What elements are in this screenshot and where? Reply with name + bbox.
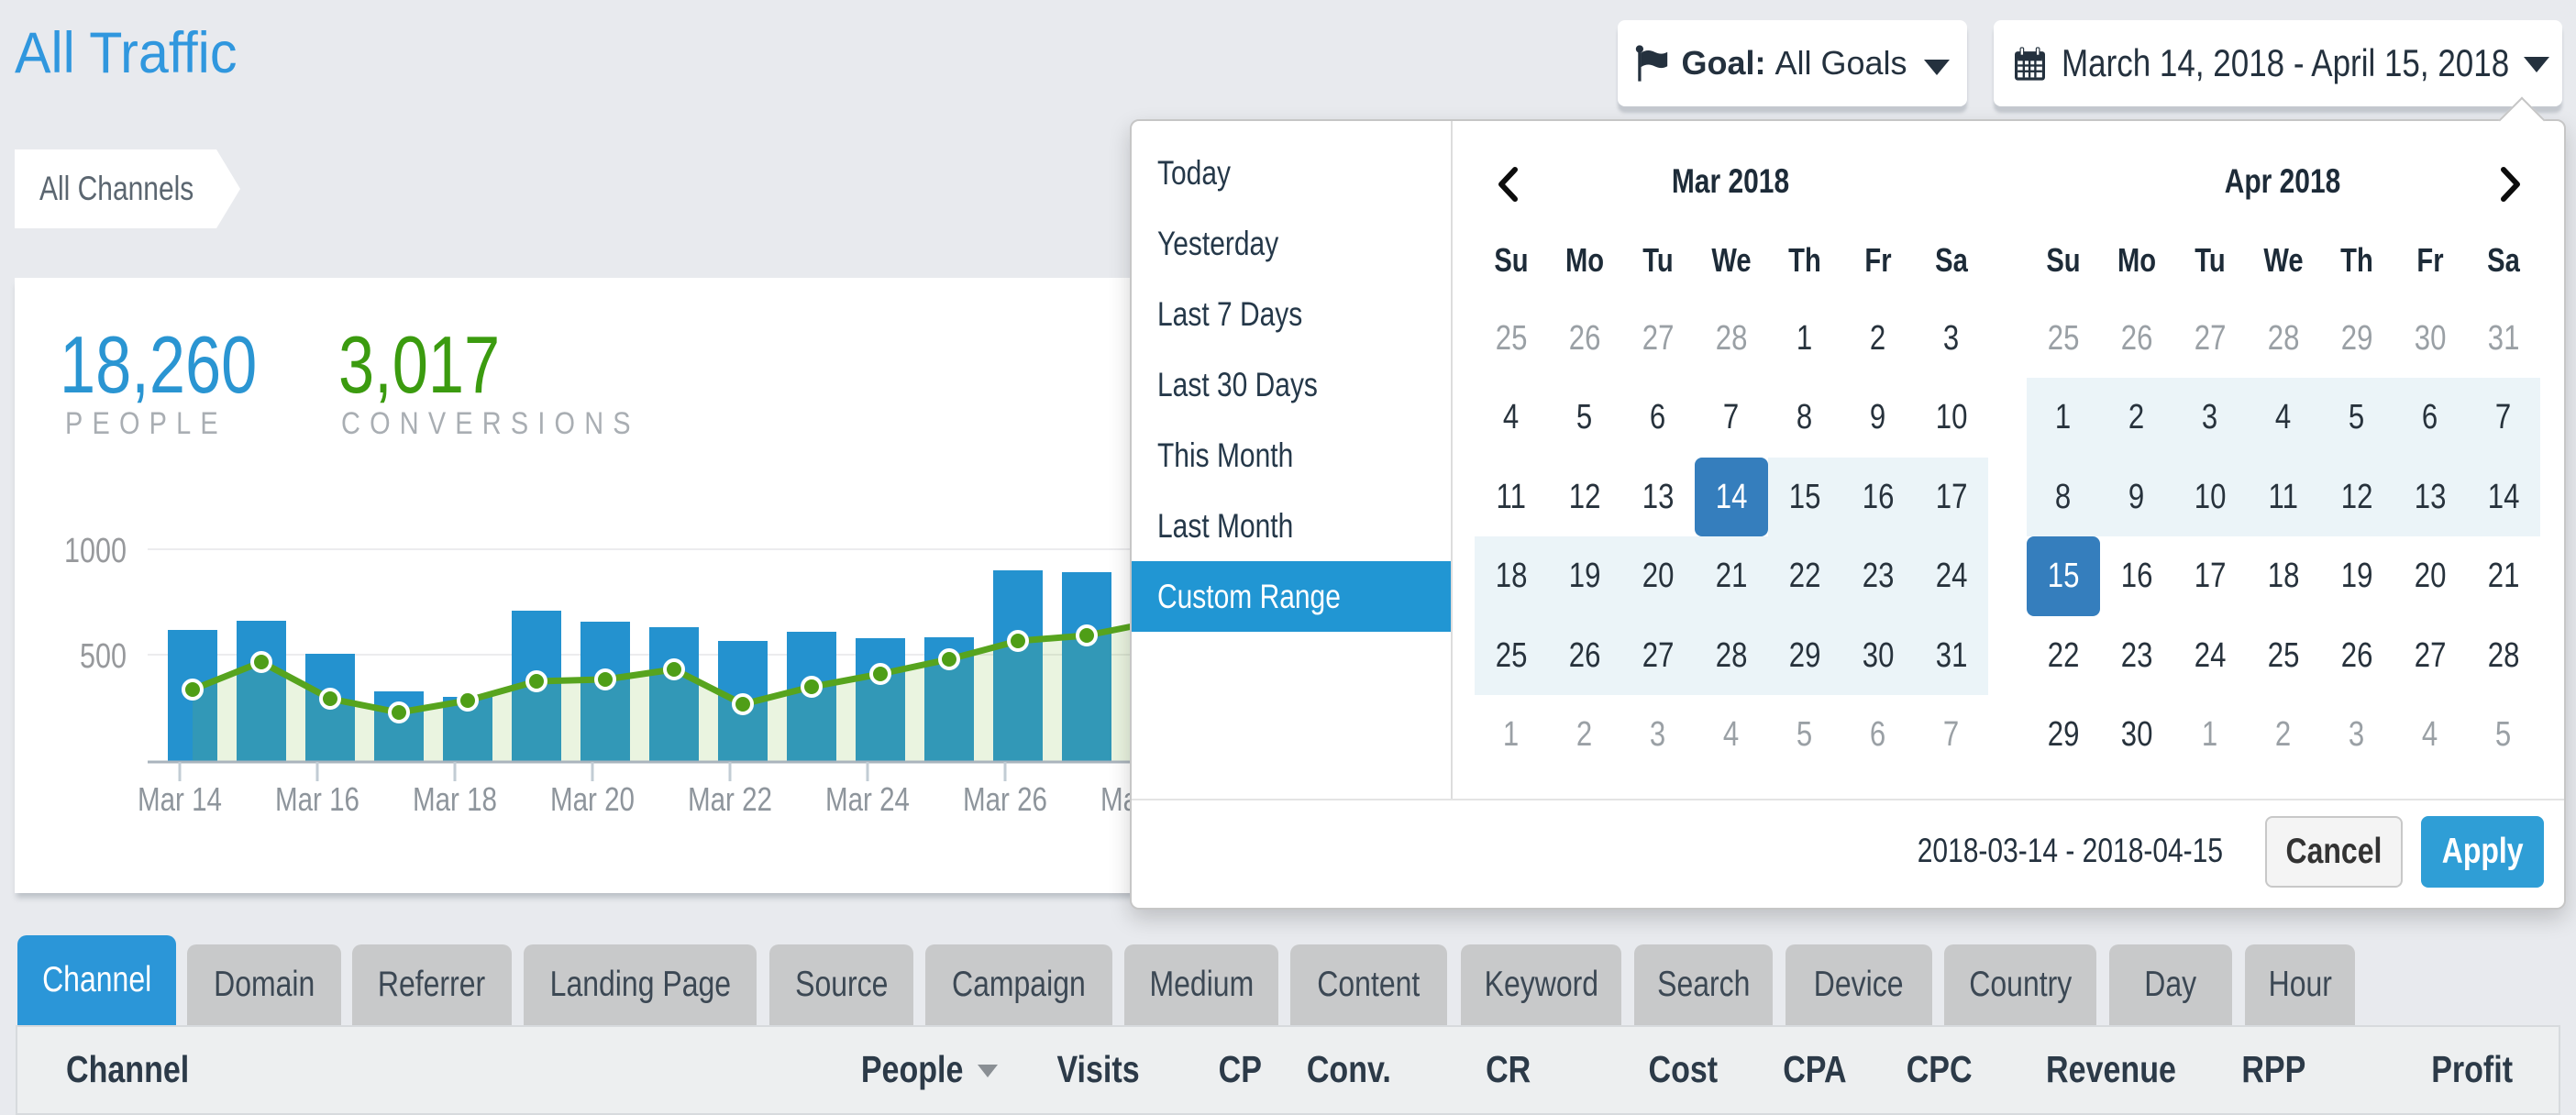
svg-text:Mar 26: Mar 26: [963, 780, 1047, 818]
svg-text:1000: 1000: [64, 532, 127, 570]
svg-text:500: 500: [80, 637, 127, 676]
svg-text:Mar 20: Mar 20: [550, 780, 635, 818]
svg-text:Mar 14: Mar 14: [138, 780, 222, 818]
svg-text:Mar 24: Mar 24: [825, 780, 910, 818]
svg-text:Mar 16: Mar 16: [275, 780, 359, 818]
svg-text:Mar 22: Mar 22: [688, 780, 772, 818]
svg-text:Mar 18: Mar 18: [413, 780, 497, 818]
